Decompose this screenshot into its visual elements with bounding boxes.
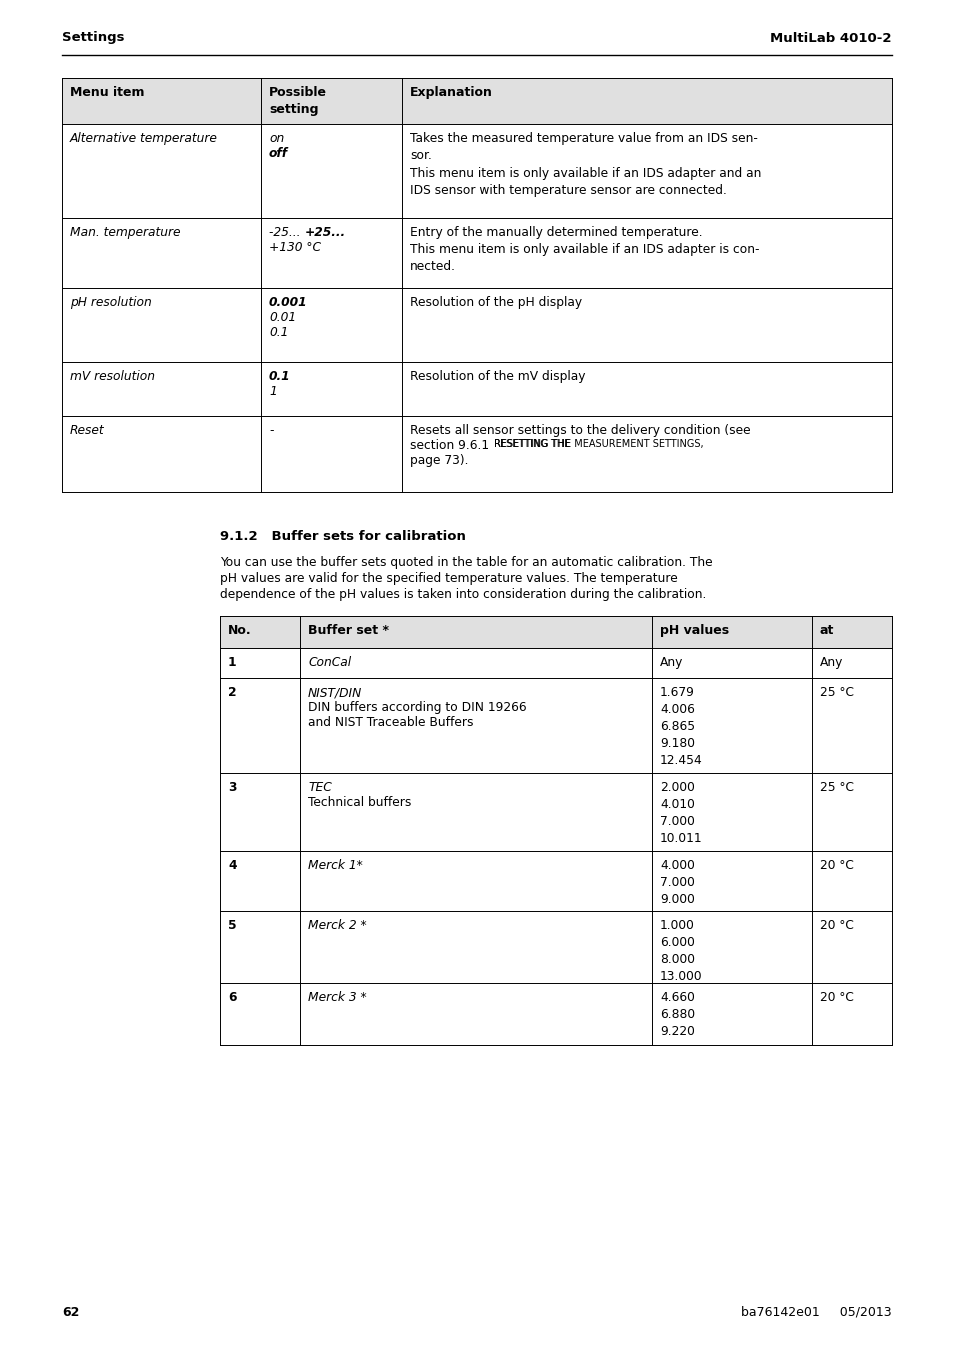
Text: 2: 2 [228,686,236,698]
Text: Resets all sensor settings to the delivery condition (see: Resets all sensor settings to the delive… [410,424,750,436]
Text: pH resolution: pH resolution [70,296,152,309]
Text: Resolution of the mV display: Resolution of the mV display [410,370,585,382]
Text: ba76142e01     05/2013: ba76142e01 05/2013 [740,1305,891,1319]
Text: Menu item: Menu item [70,86,144,99]
Text: Merck 2 *: Merck 2 * [308,919,366,932]
Text: Merck 3 *: Merck 3 * [308,992,366,1004]
Text: Takes the measured temperature value from an IDS sen-
sor.: Takes the measured temperature value fro… [410,132,757,162]
Text: pH values are valid for the specified temperature values. The temperature: pH values are valid for the specified te… [220,571,677,585]
Text: Buffer set *: Buffer set * [308,624,389,638]
Text: pH values: pH values [659,624,728,638]
Text: dependence of the pH values is taken into consideration during the calibration.: dependence of the pH values is taken int… [220,588,705,601]
Text: Merck 1*: Merck 1* [308,859,362,871]
Text: 20 °C: 20 °C [820,919,853,932]
Text: Entry of the manually determined temperature.
This menu item is only available i: Entry of the manually determined tempera… [410,226,759,273]
Text: 0.001: 0.001 [269,296,307,309]
Text: mV resolution: mV resolution [70,370,154,382]
Text: 1: 1 [269,385,276,399]
Text: MultiLab 4010-2: MultiLab 4010-2 [770,31,891,45]
Text: Settings: Settings [62,31,125,45]
Text: off: off [269,147,288,159]
Text: Possible
setting: Possible setting [269,86,327,115]
Text: ESETTING THE: ESETTING THE [499,439,570,449]
Text: Reset: Reset [70,424,105,436]
Text: 1.000
6.000
8.000
13.000: 1.000 6.000 8.000 13.000 [659,919,702,984]
Text: +130 °C: +130 °C [269,240,320,254]
Text: Technical buffers: Technical buffers [308,796,411,809]
Text: R: R [494,439,500,449]
Text: Alternative temperature: Alternative temperature [70,132,217,145]
Text: Explanation: Explanation [410,86,493,99]
Text: on: on [269,132,284,145]
Bar [62,78,891,124]
Text: This menu item is only available if an IDS adapter and an
IDS sensor with temper: This menu item is only available if an I… [410,168,760,197]
Bar [220,616,891,648]
Text: Any: Any [820,657,842,669]
Text: at: at [820,624,834,638]
Text: 1: 1 [228,657,236,669]
Text: RESETTING THE MEASUREMENT SETTINGS,: RESETTING THE MEASUREMENT SETTINGS, [494,439,703,449]
Text: 62: 62 [62,1305,79,1319]
Text: and NIST Traceable Buffers: and NIST Traceable Buffers [308,716,473,730]
Text: page 73).: page 73). [410,454,468,467]
Text: -: - [269,424,274,436]
Text: 6: 6 [228,992,236,1004]
Text: 25 °C: 25 °C [820,686,853,698]
Text: +25...: +25... [305,226,346,239]
Text: 25 °C: 25 °C [820,781,853,794]
Text: TEC: TEC [308,781,332,794]
Text: Any: Any [659,657,682,669]
Text: ConCal: ConCal [308,657,351,669]
Text: 0.01: 0.01 [269,311,295,324]
Text: Man. temperature: Man. temperature [70,226,180,239]
Text: You can use the buffer sets quoted in the table for an automatic calibration. Th: You can use the buffer sets quoted in th… [220,557,712,569]
Text: section 9.6.1: section 9.6.1 [410,439,493,453]
Text: 4: 4 [228,859,236,871]
Text: 0.1: 0.1 [269,370,291,382]
Text: 20 °C: 20 °C [820,992,853,1004]
Text: 1.679
4.006
6.865
9.180
12.454: 1.679 4.006 6.865 9.180 12.454 [659,686,702,767]
Text: 5: 5 [228,919,236,932]
Text: 4.660
6.880
9.220: 4.660 6.880 9.220 [659,992,695,1038]
Text: 20 °C: 20 °C [820,859,853,871]
Text: 9.1.2   Buffer sets for calibration: 9.1.2 Buffer sets for calibration [220,530,465,543]
Text: NIST/DIN: NIST/DIN [308,686,362,698]
Text: 2.000
4.010
7.000
10.011: 2.000 4.010 7.000 10.011 [659,781,702,844]
Text: 3: 3 [228,781,236,794]
Text: No.: No. [228,624,252,638]
Text: 0.1: 0.1 [269,326,288,339]
Text: -25...: -25... [269,226,304,239]
Text: Resolution of the pH display: Resolution of the pH display [410,296,581,309]
Text: DIN buffers according to DIN 19266: DIN buffers according to DIN 19266 [308,701,526,713]
Text: 4.000
7.000
9.000: 4.000 7.000 9.000 [659,859,694,907]
